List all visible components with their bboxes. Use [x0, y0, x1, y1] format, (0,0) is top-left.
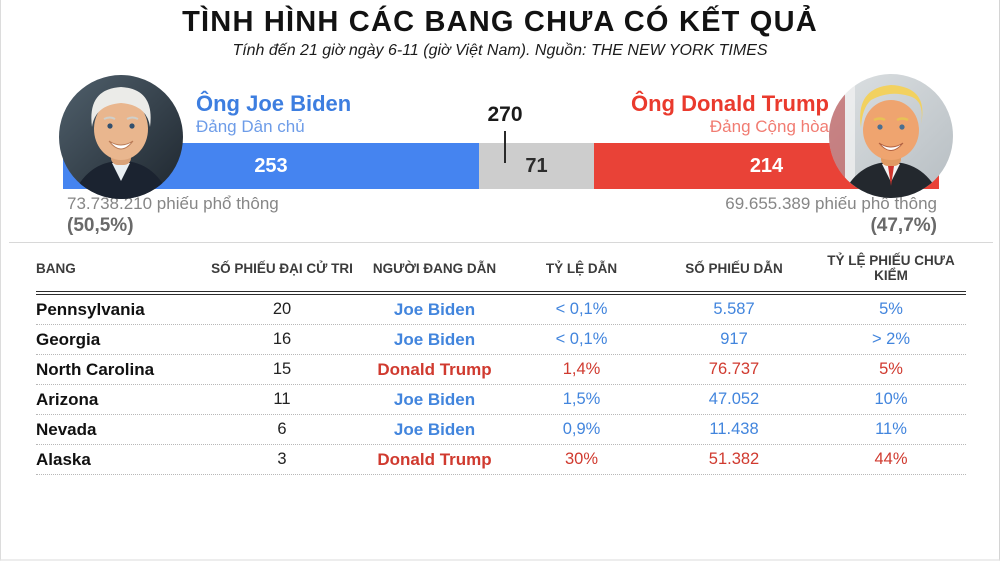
lead-votes: 51.382	[708, 450, 760, 468]
state-ev: 20	[272, 300, 292, 318]
threshold-270-label: 270	[487, 103, 523, 126]
state-leader: Joe Biden	[393, 329, 476, 349]
trump-name-block: Ông Donald Trump Đảng Cộng hòa	[631, 91, 829, 137]
trump-popular-vote-count: 69.655.389 phiếu phổ thông	[725, 194, 937, 213]
state-leader: Donald Trump	[377, 359, 492, 379]
lead-pct: 1,5%	[562, 390, 601, 408]
state-ev: 16	[272, 330, 292, 348]
biden-name: Ông Joe Biden	[196, 91, 352, 116]
lead-pct: < 0,1%	[555, 300, 608, 318]
table-row-north-carolina: North Carolina 15 Donald Trump 1,4% 76.7…	[36, 355, 966, 385]
col-header-lead-votes: SỐ PHIẾU DẪN	[685, 260, 783, 276]
page-subtitle: Tính đến 21 giờ ngày 6-11 (giờ Việt Nam)…	[232, 42, 768, 59]
uncounted-pct: 10%	[874, 390, 908, 408]
state-ev: 15	[272, 360, 292, 378]
biden-party: Đảng Dân chủ	[196, 117, 305, 136]
table-row-alaska: Alaska 3 Donald Trump 30% 51.382 44%	[36, 445, 966, 475]
states-table: BANG SỐ PHIẾU ĐẠI CỬ TRI NGƯỜI ĐANG DẪN …	[36, 245, 966, 475]
col-header-leader: NGƯỜI ĐANG DẪN	[372, 260, 497, 276]
col-header-lead-pct: TỶ LỆ DẪN	[545, 260, 618, 276]
col-header-state: BANG	[36, 260, 76, 276]
state-ev: 3	[277, 450, 287, 468]
uncounted-pct: > 2%	[871, 330, 911, 348]
electoral-vote-bar: 253 71 214	[63, 143, 939, 189]
biden-popular-vote: 73.738.210 phiếu phổ thông (50,5%)	[67, 193, 279, 237]
uncounted-pct: 44%	[874, 450, 908, 468]
lead-pct: 30%	[564, 450, 599, 468]
state-leader: Joe Biden	[393, 299, 476, 319]
trump-name: Ông Donald Trump	[631, 91, 829, 116]
state-name: Pennsylvania	[36, 299, 145, 319]
state-name: Georgia	[36, 329, 101, 349]
lead-pct: < 0,1%	[555, 330, 608, 348]
uncounted-pct: 5%	[879, 360, 903, 378]
table-header-row: BANG SỐ PHIẾU ĐẠI CỬ TRI NGƯỜI ĐANG DẪN …	[36, 245, 966, 295]
lead-votes: 76.737	[708, 360, 760, 378]
biden-ev-count: 253	[254, 154, 288, 177]
state-leader: Donald Trump	[377, 449, 492, 469]
col-header-electoral-votes: SỐ PHIẾU ĐẠI CỬ TRI	[211, 260, 353, 276]
lead-votes: 917	[720, 330, 748, 348]
lead-pct: 1,4%	[562, 360, 601, 378]
uncounted-pct: 5%	[879, 300, 903, 318]
state-name: Nevada	[36, 419, 97, 439]
undecided-ev-count: 71	[525, 154, 548, 177]
state-name: Arizona	[36, 389, 99, 409]
section-divider	[9, 242, 993, 243]
state-ev: 6	[277, 420, 287, 438]
page-title: TÌNH HÌNH CÁC BANG CHƯA CÓ KẾT QUẢ	[182, 6, 818, 38]
table-row-pennsylvania: Pennsylvania 20 Joe Biden < 0,1% 5.587 5…	[36, 295, 966, 325]
trump-photo	[829, 74, 953, 198]
table-row-arizona: Arizona 11 Joe Biden 1,5% 47.052 10%	[36, 385, 966, 415]
lead-votes: 5.587	[713, 300, 755, 318]
biden-name-block: Ông Joe Biden Đảng Dân chủ	[196, 91, 351, 137]
table-row-nevada: Nevada 6 Joe Biden 0,9% 11.438 11%	[36, 415, 966, 445]
col-header-uncounted-pct: TỶ LỆ PHIẾU CHƯA KIỂM	[827, 253, 955, 283]
biden-popular-vote-pct: (50,5%)	[67, 215, 134, 236]
table-row-georgia: Georgia 16 Joe Biden < 0,1% 917 > 2%	[36, 325, 966, 355]
state-name: North Carolina	[36, 359, 155, 379]
trump-popular-vote-pct: (47,7%)	[870, 215, 937, 236]
state-leader: Joe Biden	[393, 389, 476, 409]
state-name: Alaska	[36, 449, 91, 469]
undecided-bar-segment: 71	[479, 143, 594, 189]
state-leader: Joe Biden	[393, 419, 476, 439]
lead-votes: 47.052	[708, 390, 760, 408]
trump-popular-vote: 69.655.389 phiếu phổ thông (47,7%)	[725, 193, 937, 237]
threshold-tick-mark	[504, 131, 506, 163]
biden-photo	[59, 75, 183, 199]
lead-pct: 0,9%	[562, 420, 601, 438]
trump-ev-count: 214	[749, 154, 784, 177]
trump-party: Đảng Cộng hòa	[709, 117, 829, 136]
lead-votes: 11.438	[709, 420, 759, 438]
state-ev: 11	[273, 390, 291, 408]
uncounted-pct: 11%	[875, 420, 907, 438]
